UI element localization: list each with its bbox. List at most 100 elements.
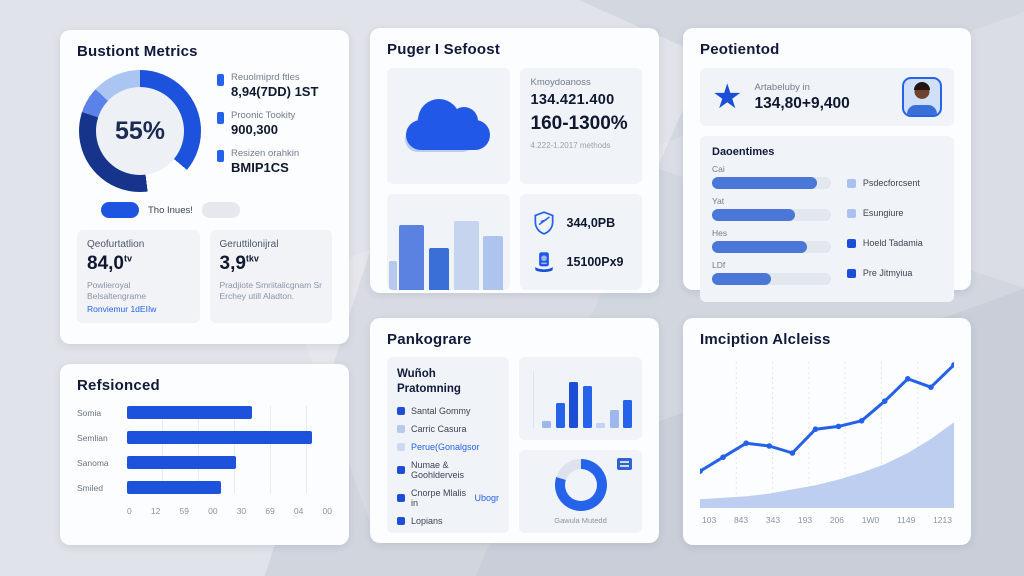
badge-icon [534, 251, 553, 272]
x-tick-label: 1213 [933, 515, 952, 525]
x-tick-label: 04 [293, 506, 304, 516]
x-tick-label: 206 [829, 515, 844, 525]
legend-bullet-icon [846, 178, 856, 188]
hbar-category-label: Smiled [77, 482, 103, 493]
kpi-link[interactable]: Ronviemur 1dEIIw [87, 303, 157, 314]
progress-fill [712, 209, 796, 221]
badge-stat-row: 15100Px9 [531, 242, 632, 281]
shield-stat-row: 344,0PB [531, 203, 632, 242]
pankograre-items-list: Santal Gommy Carric Casura Perue(Gonalgsor… [397, 406, 499, 526]
progress-track [712, 241, 831, 253]
pankograre-body: Wuñoh Pratomning Santal Gommy Carric Casu… [387, 357, 642, 533]
pankograre-item: Perue(Gonalgsor [397, 442, 499, 452]
pankograre-item: Cnorpe Mlalis in Ubogr [397, 488, 499, 508]
legend-item: Psdecforcsent [846, 178, 942, 188]
pankograre-item: Numae & Goohlderveis [397, 460, 499, 480]
item-label: Santal Gommy [411, 405, 471, 416]
kpi-value: 84,0tv [87, 253, 132, 274]
x-tick-label: 59 [179, 506, 189, 516]
info-value-secondary: 160-1300% [530, 113, 628, 134]
stat-bullet-icon [217, 74, 224, 86]
item-label: Lopians [411, 515, 443, 526]
horizontal-bar-chart: Somia Semlian Sanoma Smiled 0 12 59 00 30 69 04 00 [77, 406, 332, 516]
stat-value: 8,94(7DD) 1ST [231, 84, 319, 99]
legend-pill-gray-icon [201, 202, 240, 218]
info-label: Kmoydoanoss [530, 77, 591, 88]
kpi-desc: Powlieroyal Belsaltengrame [87, 280, 147, 302]
metric-stat: Resizen orahkin BMIP1CS [217, 148, 318, 175]
hbar-fill [127, 406, 253, 419]
mini-bar [542, 421, 551, 428]
x-tick-label: 00 [322, 506, 332, 516]
x-tick-label: 103 [702, 515, 717, 525]
peotientod-card: Peotientod ★ Artabeluby in 134,80+9,400 … [683, 28, 971, 302]
stat-label: Reuolmiprd ftles [231, 72, 300, 83]
icon-stats-tile: 344,0PB 15100Px9 [519, 194, 642, 290]
x-tick-label: 843 [733, 515, 749, 525]
item-label: Carric Casura [411, 423, 467, 434]
highlight-row: ★ Artabeluby in 134,80+9,400 [700, 68, 954, 126]
item-label: Numae & Goohlderveis [411, 459, 465, 480]
pager-grid: Kmoydoanoss 134.421.400 160-1300% 4.222-… [387, 68, 642, 290]
pankograre-list-heading: Wuñoh Pratomning [397, 368, 461, 395]
progress-track [712, 209, 831, 221]
mini-bar [582, 385, 592, 428]
shield-icon [533, 210, 554, 235]
pankograre-item: Santal Gommy [397, 406, 499, 416]
mini-bar [596, 423, 605, 428]
shield-stat-value: 344,0PB [566, 215, 616, 230]
hbar-fill [127, 481, 222, 494]
mini-donut-caption: Gawula Mutedd [554, 515, 607, 525]
item-suffix-link[interactable]: Ubogr [474, 492, 499, 503]
kpi-value: 3,9tkv [219, 253, 259, 274]
highlight-value: 134,80+9,400 [754, 94, 850, 112]
stat-value: 900,300 [231, 122, 278, 137]
hbar-category-label: Sanoma [77, 457, 109, 468]
legend-bullet-icon [846, 268, 856, 278]
pankograre-list-panel: Wuñoh Pratomning Santal Gommy Carric Casu… [387, 357, 509, 533]
daoentimes-heading: Daoentimes [712, 146, 775, 158]
flag-icon [617, 458, 632, 470]
legend-bullet-icon [846, 238, 856, 248]
kpi-box: Geruttilonijral 3,9tkv Pradjiote Smriitali… [209, 230, 332, 323]
hbar-rows: Somia Semlian Sanoma Smiled [77, 406, 332, 494]
kpi-label: Qeofurtatlion [87, 239, 145, 250]
gauge-legend: Tho Inues! [101, 202, 332, 218]
pankograre-item: Carric Casura [397, 424, 499, 434]
progress-track [712, 273, 831, 285]
refsionced-card: Refsionced Somia Semlian Sanoma Smiled 0 12 5… [60, 364, 349, 545]
kpi-row: Qeofurtatlion 84,0tv Powlieroyal Belsalten… [77, 230, 332, 323]
mini-bar [609, 409, 619, 428]
trend-svg [697, 362, 957, 508]
illustration-bar [482, 236, 504, 290]
x-tick-label: 343 [765, 515, 781, 525]
star-icon: ★ [712, 78, 743, 116]
mini-donut-tile: Gawula Mutedd [519, 450, 642, 533]
legend-item: Pre Jitmyiua [846, 268, 942, 278]
gauge-row: 55% Reuolmiprd ftles 8,94(7DD) 1ST Proonic… [77, 70, 332, 192]
item-label[interactable]: Perue(Gonalgsor [411, 441, 480, 452]
x-tick-label: 193 [797, 515, 813, 525]
x-tick-label: 1149 [897, 515, 916, 525]
mini-donut-chart [554, 458, 607, 511]
cloud-icon [406, 99, 491, 150]
kpi-box: Qeofurtatlion 84,0tv Powlieroyal Belsalten… [77, 230, 200, 323]
progress-label: Yat [712, 196, 725, 206]
hbar-row: Somia [77, 406, 332, 419]
avatar-hair [914, 82, 930, 90]
bars-illustration-tile [387, 194, 510, 290]
pankograre-item: Lopians [397, 516, 499, 526]
trend-card-title: Imciption Alcleiss [700, 331, 831, 348]
info-note: 4.222-1.2017 methods [530, 141, 611, 150]
avatar[interactable] [902, 77, 942, 117]
x-tick-label: 00 [208, 506, 218, 516]
highlight-text: Artabeluby in 134,80+9,400 [754, 82, 849, 113]
item-bullet-icon [397, 465, 405, 474]
daoentimes-section: Daoentimes Cai Yat Hes LDf Psdecforcsent Esu… [700, 136, 954, 302]
peotientod-card-title: Peotientod [700, 41, 780, 58]
progress-label: Cai [712, 164, 725, 174]
hbar-row: Semlian [77, 431, 332, 444]
kpi-unit: tv [123, 253, 132, 264]
pankograre-card-title: Pankograre [387, 331, 472, 348]
illustration-bar [454, 220, 479, 290]
